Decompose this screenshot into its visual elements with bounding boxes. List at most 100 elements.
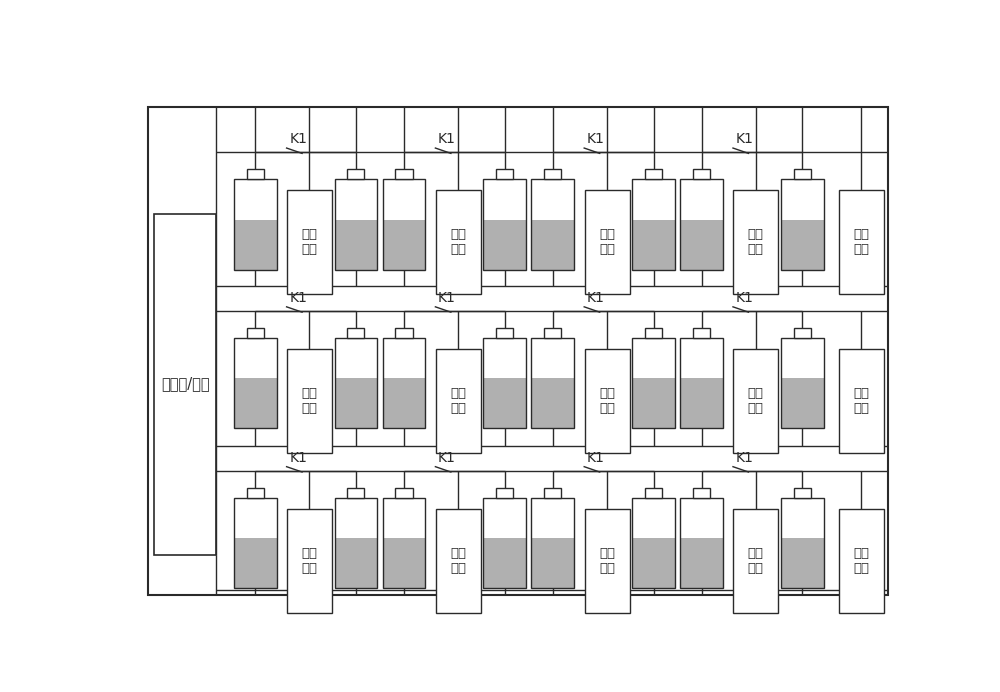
Bar — [531, 379, 574, 428]
Bar — [347, 328, 364, 338]
Bar — [383, 498, 425, 588]
Bar — [483, 538, 526, 588]
Bar — [496, 170, 513, 179]
Bar — [287, 190, 332, 293]
Bar — [839, 349, 884, 453]
Bar — [383, 220, 425, 270]
Bar — [632, 220, 675, 270]
Text: K1: K1 — [438, 132, 456, 146]
Bar — [335, 498, 377, 588]
Bar — [247, 488, 264, 498]
Bar — [781, 498, 824, 588]
Bar — [632, 179, 675, 270]
Bar — [531, 338, 574, 428]
Text: K1: K1 — [736, 291, 754, 304]
Bar — [335, 538, 377, 588]
Bar — [335, 220, 377, 270]
Bar — [531, 538, 574, 588]
Text: 容错
模块: 容错 模块 — [748, 228, 764, 255]
Bar — [781, 379, 824, 428]
Bar — [383, 338, 425, 428]
Bar — [383, 379, 425, 428]
Text: 容错
模块: 容错 模块 — [450, 547, 466, 575]
Bar — [335, 179, 377, 270]
Bar — [794, 488, 811, 498]
Text: 容错
模块: 容错 模块 — [599, 547, 615, 575]
Bar — [693, 488, 710, 498]
Bar — [680, 538, 723, 588]
Bar — [781, 179, 824, 270]
Text: K1: K1 — [587, 132, 605, 146]
Bar — [585, 349, 630, 453]
Bar — [585, 509, 630, 613]
Bar — [794, 170, 811, 179]
Text: 容错
模块: 容错 模块 — [301, 228, 317, 255]
Bar — [335, 379, 377, 428]
Text: 容错
模块: 容错 模块 — [450, 388, 466, 415]
Bar — [733, 509, 778, 613]
Text: 容错
模块: 容错 模块 — [599, 228, 615, 255]
Bar — [383, 179, 425, 270]
Text: 容错
模块: 容错 模块 — [748, 547, 764, 575]
Text: K1: K1 — [587, 450, 605, 464]
Bar — [383, 538, 425, 588]
Bar — [234, 338, 277, 428]
Text: K1: K1 — [438, 450, 456, 464]
Bar — [680, 338, 723, 428]
Text: K1: K1 — [587, 291, 605, 304]
Bar — [781, 338, 824, 428]
Bar — [645, 328, 662, 338]
Bar — [234, 498, 277, 588]
Bar — [544, 488, 561, 498]
Bar — [483, 179, 526, 270]
Bar — [781, 220, 824, 270]
Text: 容错
模块: 容错 模块 — [853, 228, 869, 255]
Bar — [436, 509, 481, 613]
Bar — [531, 220, 574, 270]
Bar — [335, 338, 377, 428]
Bar — [496, 488, 513, 498]
Bar — [496, 328, 513, 338]
Text: K1: K1 — [736, 132, 754, 146]
Bar — [234, 379, 277, 428]
Bar — [839, 190, 884, 293]
Bar — [154, 214, 216, 554]
Bar — [733, 190, 778, 293]
Bar — [395, 170, 413, 179]
Bar — [483, 220, 526, 270]
Bar — [544, 328, 561, 338]
Bar — [693, 170, 710, 179]
Bar — [632, 538, 675, 588]
Text: K1: K1 — [438, 291, 456, 304]
Bar — [680, 179, 723, 270]
Bar — [632, 338, 675, 428]
Bar — [693, 328, 710, 338]
Bar — [544, 170, 561, 179]
Bar — [395, 488, 413, 498]
Bar — [483, 338, 526, 428]
Bar — [247, 328, 264, 338]
Bar — [781, 538, 824, 588]
Bar — [632, 498, 675, 588]
Bar — [483, 498, 526, 588]
Bar — [680, 498, 723, 588]
Bar — [234, 538, 277, 588]
Bar — [287, 509, 332, 613]
Bar — [436, 349, 481, 453]
Bar — [839, 509, 884, 613]
Text: K1: K1 — [289, 132, 307, 146]
Text: K1: K1 — [289, 450, 307, 464]
Text: 充电机/负载: 充电机/负载 — [161, 376, 210, 392]
Bar — [531, 179, 574, 270]
Bar — [680, 220, 723, 270]
Bar — [436, 190, 481, 293]
Bar — [794, 328, 811, 338]
Text: 容错
模块: 容错 模块 — [301, 388, 317, 415]
Bar — [645, 488, 662, 498]
Bar — [483, 379, 526, 428]
Bar — [585, 190, 630, 293]
Bar — [247, 170, 264, 179]
Bar — [347, 488, 364, 498]
Bar — [645, 170, 662, 179]
Bar — [234, 179, 277, 270]
